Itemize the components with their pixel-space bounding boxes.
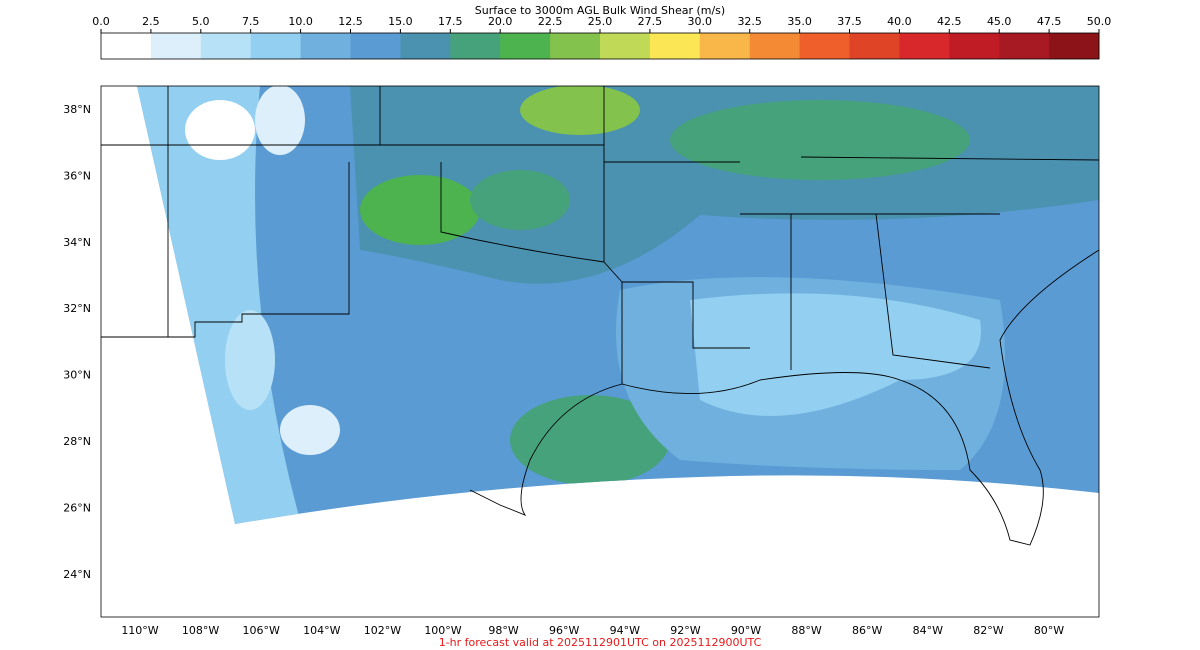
colorbar-tick-label: 7.5 [242, 15, 260, 28]
colorbar-bin [849, 33, 900, 59]
colorbar: 0.0 2.5 5.0 7.5 10.0 12.5 15.0 17.5 20.0 22.5 25.0… [92, 15, 1112, 60]
colorbar-bin [200, 33, 252, 59]
colorbar-bin [101, 33, 152, 59]
colorbar-bin [550, 33, 601, 59]
lon-label: 86°W [852, 624, 882, 637]
map: 38°N 36°N 34°N 32°N 30°N 28°N 26°N 24°N 110°W 108… [63, 85, 1100, 637]
footer-text: 1-hr forecast valid at 2025112901UTC on … [439, 636, 762, 649]
lon-label: 96°W [549, 624, 579, 637]
colorbar-bin [350, 33, 401, 59]
colorbar-bin [1049, 33, 1100, 59]
lat-label: 24°N [63, 568, 91, 581]
shear-field [137, 86, 1099, 524]
colorbar-bin [699, 33, 751, 59]
colorbar-tick-label: 35.0 [787, 15, 812, 28]
colorbar-bin [450, 33, 501, 59]
colorbar-bin [799, 33, 850, 59]
colorbar-title: Surface to 3000m AGL Bulk Wind Shear (m/… [475, 4, 725, 17]
colorbar-tick-label: 22.5 [538, 15, 563, 28]
colorbar-tick-label: 17.5 [438, 15, 463, 28]
map-frame [100, 85, 1100, 618]
colorbar-tick-label: 15.0 [388, 15, 413, 28]
lon-label: 94°W [610, 624, 640, 637]
lon-label: 90°W [731, 624, 761, 637]
colorbar-bin [899, 33, 950, 59]
colorbar-bin [500, 33, 551, 59]
colorbar-tick-label: 42.5 [937, 15, 962, 28]
colorbar-bin [999, 33, 1050, 59]
colorbar-tick-label: 32.5 [737, 15, 762, 28]
lon-label: 82°W [973, 624, 1003, 637]
colorbar-tick-label: 50.0 [1087, 15, 1112, 28]
colorbar-tick-label: 0.0 [92, 15, 110, 28]
colorbar-tick-label: 20.0 [488, 15, 513, 28]
lon-label: 110°W [121, 624, 158, 637]
lat-label: 36°N [63, 169, 91, 182]
coastline [469, 249, 1100, 546]
lat-label: 34°N [63, 236, 91, 249]
colorbar-tick-label: 40.0 [887, 15, 912, 28]
colorbar-tick-label: 10.0 [288, 15, 313, 28]
colorbar-tick-label: 45.0 [987, 15, 1012, 28]
colorbar-tick-label: 12.5 [338, 15, 363, 28]
colorbar-tick-label: 2.5 [142, 15, 160, 28]
map-axes: 38°N 36°N 34°N 32°N 30°N 28°N 26°N 24°N 110°W 108… [63, 103, 1064, 637]
lon-label: 108°W [182, 624, 219, 637]
state-borders [101, 86, 1100, 384]
colorbar-bin [749, 33, 801, 59]
lon-label: 104°W [303, 624, 340, 637]
lat-label: 30°N [63, 369, 91, 382]
lat-label: 38°N [63, 103, 91, 116]
colorbar-bin [150, 33, 202, 59]
colorbar-bin [300, 33, 351, 59]
lat-label: 26°N [63, 501, 91, 514]
colorbar-tick-label: 30.0 [688, 15, 713, 28]
lon-label: 102°W [364, 624, 401, 637]
colorbar-tick-label: 5.0 [192, 15, 210, 28]
lon-label: 80°W [1034, 624, 1064, 637]
colorbar-tick-label: 25.0 [588, 15, 613, 28]
lat-label: 28°N [63, 435, 91, 448]
colorbar-bin [250, 33, 302, 59]
lon-label: 92°W [670, 624, 700, 637]
lon-label: 106°W [243, 624, 280, 637]
lon-label: 88°W [791, 624, 821, 637]
lat-label: 32°N [63, 302, 91, 315]
colorbar-bin [649, 33, 701, 59]
colorbar-tick-label: 27.5 [638, 15, 663, 28]
colorbar-bin [400, 33, 451, 59]
colorbar-bin [600, 33, 651, 59]
lon-label: 98°W [488, 624, 518, 637]
lon-label: 100°W [424, 624, 461, 637]
colorbar-tick-label: 47.5 [1037, 15, 1062, 28]
lon-label: 84°W [913, 624, 943, 637]
colorbar-bin [949, 33, 1000, 59]
colorbar-tick-label: 37.5 [837, 15, 862, 28]
